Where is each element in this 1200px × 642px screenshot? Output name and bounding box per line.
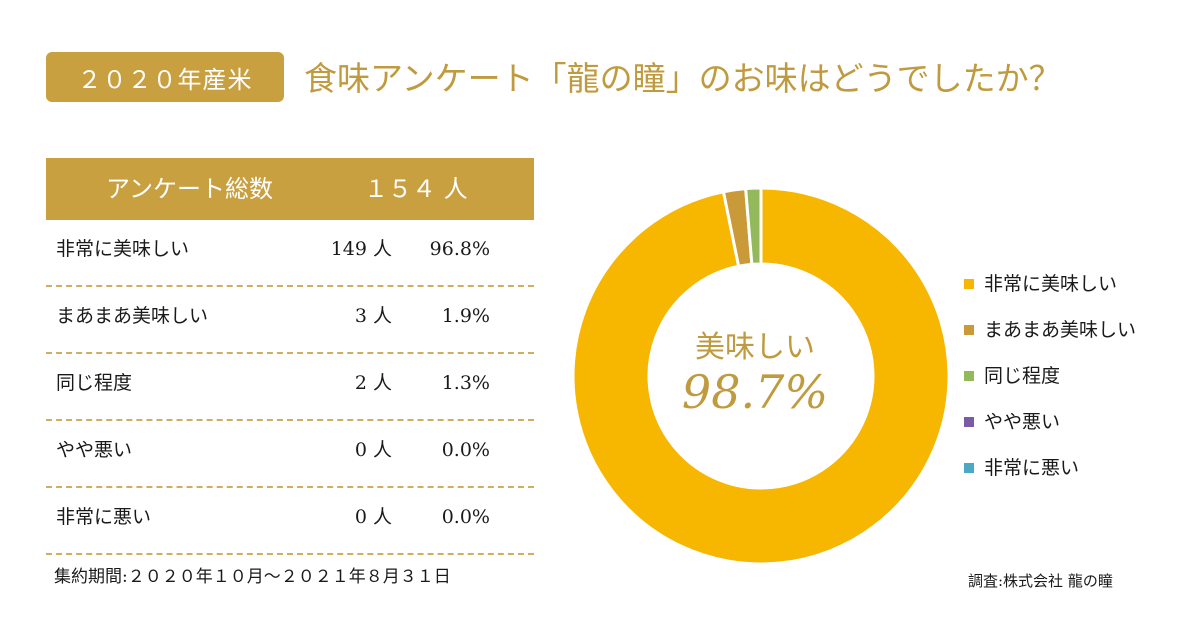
- table-row: やや悪い 0 人 0.0%: [46, 421, 534, 488]
- total-label: アンケート総数: [106, 175, 274, 203]
- row-label: まあまあ美味しい: [56, 305, 209, 327]
- center-value: 98.7%: [682, 365, 828, 419]
- row-label: 非常に悪い: [56, 506, 152, 528]
- center-label: 美味しい: [695, 330, 815, 365]
- year-badge: ２０２０年産米: [46, 52, 284, 102]
- donut-slice-3: [744, 186, 763, 266]
- legend-swatch: [964, 417, 974, 427]
- collection-period: 集約期間:２０２０年１０月〜２０２１年８月３１日: [54, 567, 451, 587]
- donut-slice-1: [571, 186, 951, 566]
- row-count: 3 人: [354, 305, 392, 327]
- row-percent: 0.0%: [441, 439, 490, 461]
- donut-chart: 美味しい 98.7%: [571, 186, 951, 566]
- row-count: 149 人: [330, 238, 392, 260]
- table-row: 非常に美味しい 149 人 96.8%: [46, 220, 534, 287]
- row-count: 0 人: [354, 439, 392, 461]
- legend-label: まあまあ美味しい: [984, 319, 1137, 341]
- row-label: 非常に美味しい: [56, 238, 190, 260]
- row-count: 2 人: [354, 372, 392, 394]
- donut-slices: [571, 186, 951, 566]
- row-percent: 1.9%: [441, 305, 490, 327]
- row-count: 0 人: [354, 506, 392, 528]
- row-percent: 96.8%: [429, 238, 490, 260]
- table-row: 同じ程度 2 人 1.3%: [46, 354, 534, 421]
- legend-label: 非常に美味しい: [984, 273, 1118, 295]
- source-credit: 調査:株式会社 龍の瞳: [968, 572, 1113, 590]
- survey-table: アンケート総数 １５４ 人 非常に美味しい 149 人 96.8% まあまあ美味…: [46, 158, 534, 555]
- legend-swatch: [964, 463, 974, 473]
- legend-label: やや悪い: [984, 411, 1061, 433]
- legend-swatch: [964, 371, 974, 381]
- page-title: 食味アンケート「龍の瞳」のお味はどうでしたか？: [304, 59, 1062, 98]
- total-count: １５４ 人: [364, 175, 468, 203]
- legend-label: 同じ程度: [984, 365, 1061, 387]
- legend-swatch: [964, 325, 974, 335]
- table-header: アンケート総数 １５４ 人: [46, 158, 534, 220]
- row-percent: 1.3%: [441, 372, 490, 394]
- row-label: 同じ程度: [56, 372, 133, 394]
- legend-label: 非常に悪い: [984, 457, 1080, 479]
- table-row: 非常に悪い 0 人 0.0%: [46, 488, 534, 555]
- row-percent: 0.0%: [441, 506, 490, 528]
- legend-swatch: [964, 279, 974, 289]
- row-label: やや悪い: [56, 439, 133, 461]
- table-row: まあまあ美味しい 3 人 1.9%: [46, 287, 534, 354]
